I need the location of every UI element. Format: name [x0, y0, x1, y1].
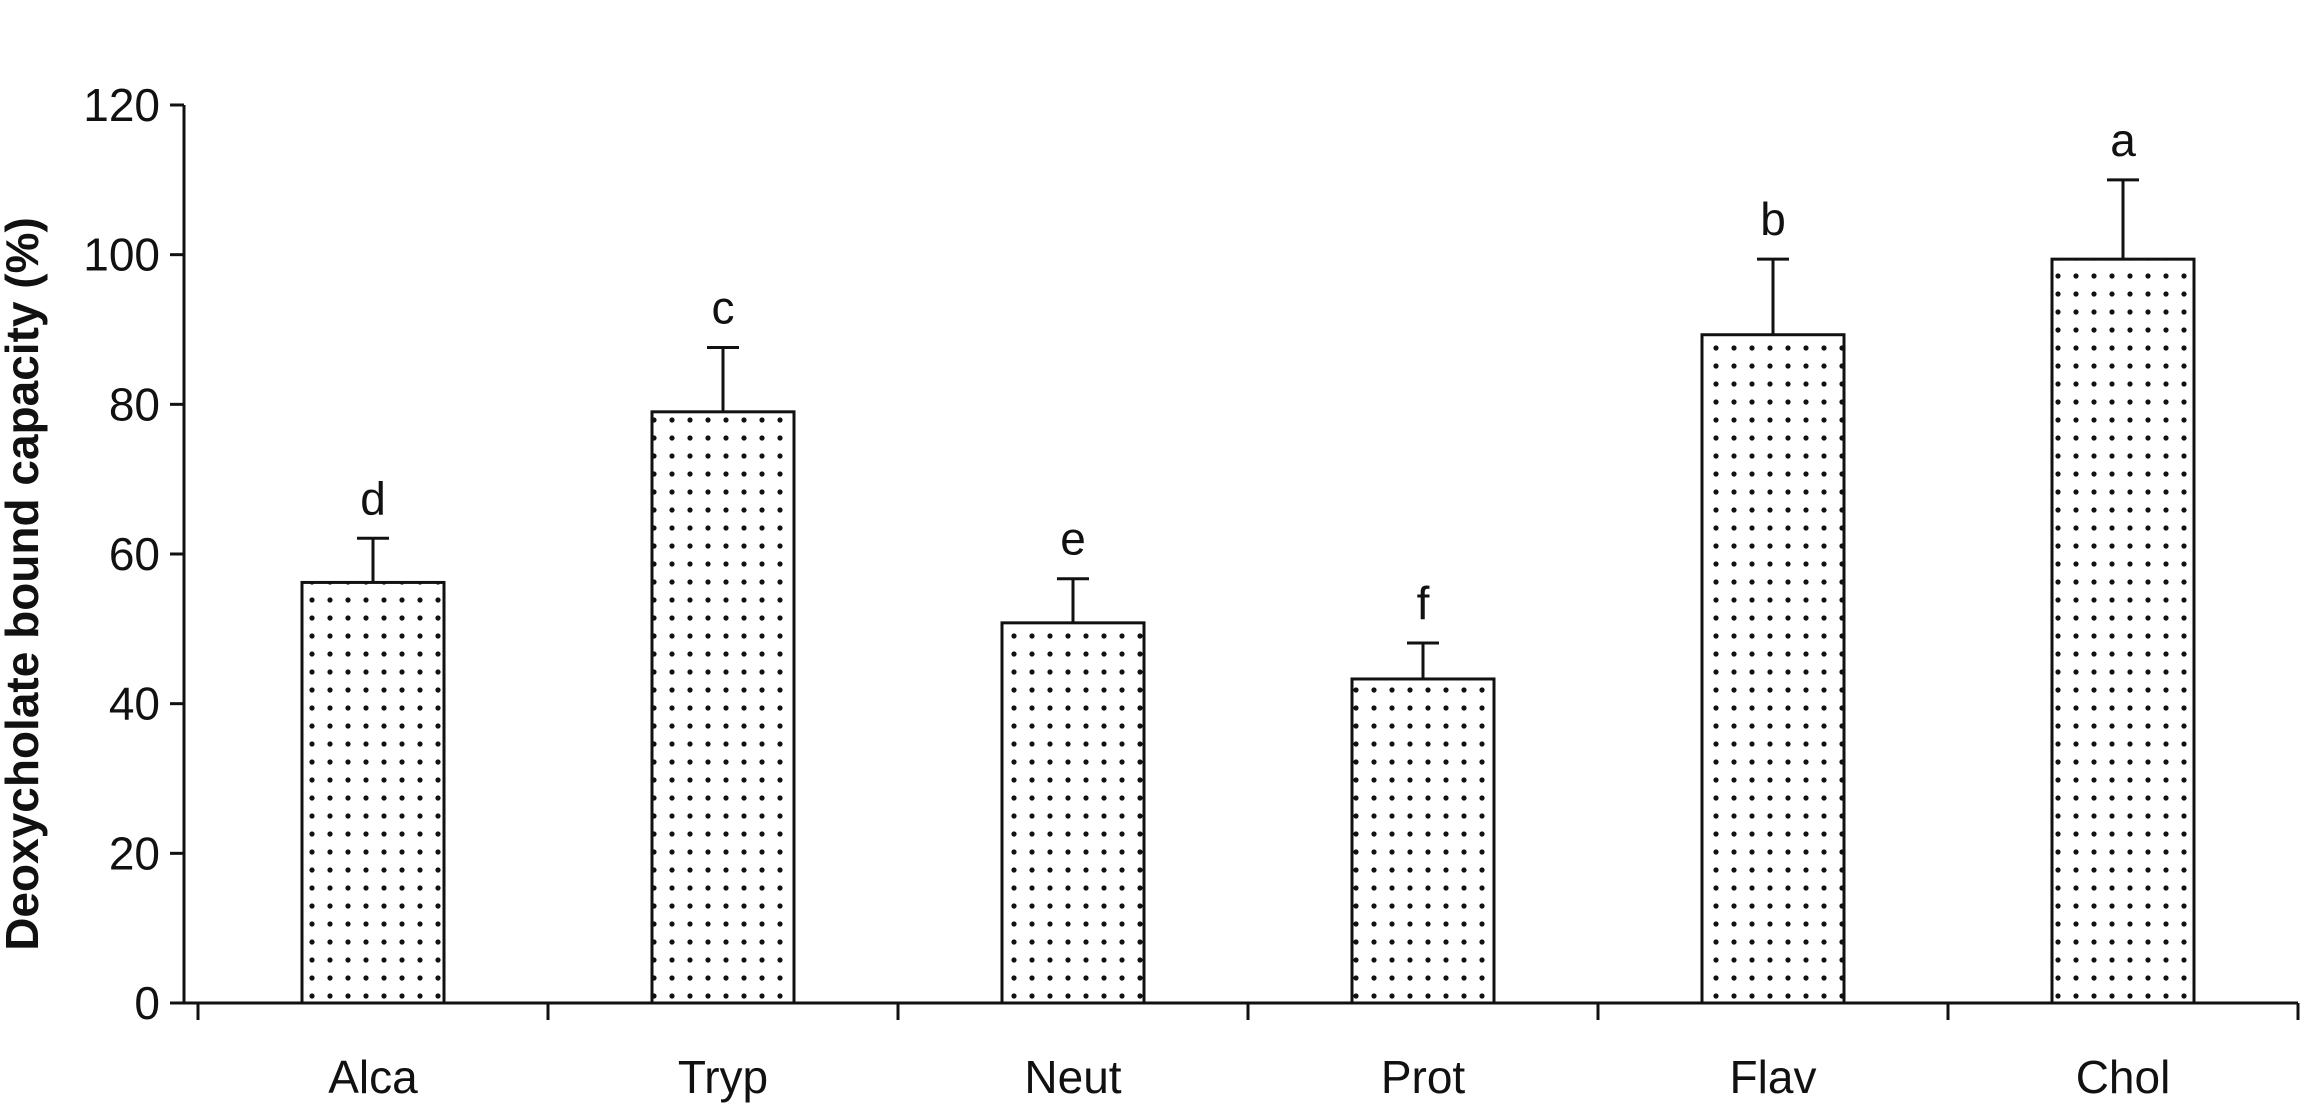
y-tick-label: 0 [134, 977, 160, 1029]
y-tick-label: 120 [83, 79, 160, 131]
category-label: Alca [328, 1051, 418, 1103]
bar-alca [300, 580, 446, 1005]
bars-group: d Alca c Tryp e Neut f Prot b Flav a Chol [300, 114, 2196, 1103]
y-axis: 0 20 40 60 80 100 120 [83, 79, 186, 1029]
significance-label: d [360, 472, 386, 524]
y-tick-label: 40 [109, 678, 160, 730]
y-tick-label: 60 [109, 528, 160, 580]
significance-label: f [1417, 577, 1430, 629]
category-label: Chol [2076, 1051, 2171, 1103]
bar-prot [1350, 677, 1496, 1005]
category-label: Flav [1730, 1051, 1817, 1103]
category-label: Prot [1381, 1051, 1466, 1103]
significance-label: a [2110, 114, 2136, 166]
y-tick-label: 20 [109, 827, 160, 879]
y-tick-label: 100 [83, 229, 160, 281]
bar-flav [1700, 333, 1846, 1005]
significance-label: b [1760, 193, 1786, 245]
y-axis-title: Deoxycholate bound capacity (%) [0, 217, 48, 951]
category-label: Tryp [678, 1051, 768, 1103]
significance-label: e [1060, 513, 1086, 565]
significance-label: c [712, 281, 735, 333]
x-axis [184, 1001, 2300, 1020]
bar-chol [2050, 257, 2196, 1005]
category-label: Neut [1024, 1051, 1121, 1103]
y-tick-label: 80 [109, 378, 160, 430]
bar-tryp [650, 410, 796, 1005]
bar-neut [1000, 621, 1146, 1005]
